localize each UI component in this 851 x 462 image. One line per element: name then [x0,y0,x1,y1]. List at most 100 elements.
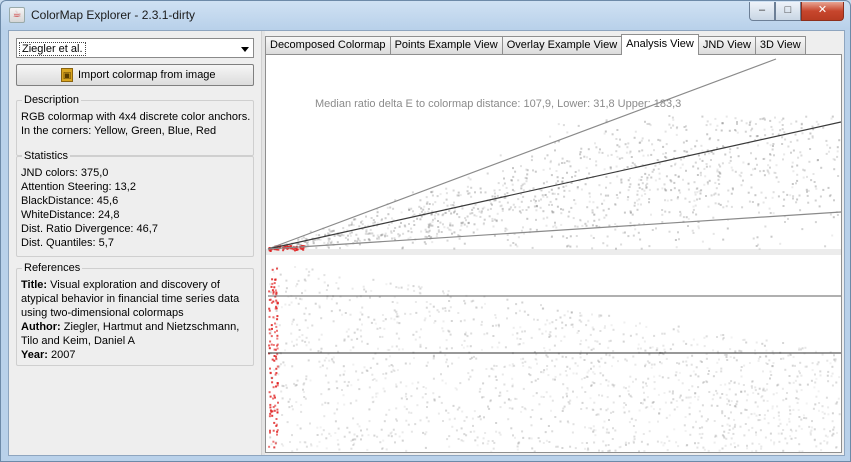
scatter-point [755,135,758,138]
scatter-point [637,203,640,206]
scatter-point [673,157,676,160]
scatter-point [578,319,581,322]
scatter-point [419,199,422,202]
scatter-point [771,148,774,151]
scatter-point [366,448,369,451]
scatter-point [479,187,482,190]
scatter-point [284,303,287,306]
tab-analysis-view[interactable]: Analysis View [621,34,699,55]
maximize-button[interactable]: □ [775,2,801,21]
scatter-point [297,239,300,242]
scatter-point [768,207,771,210]
scatter-point [494,192,496,195]
scatter-point [404,362,407,365]
scatter-point [734,446,737,449]
scatter-point [831,234,834,237]
outlier-point [294,247,297,250]
scatter-point [831,365,834,368]
scatter-point [675,400,678,402]
scatter-point [827,186,830,189]
scatter-point [495,422,498,424]
scatter-point [437,229,440,232]
scatter-point [473,430,476,433]
scatter-point [781,387,784,390]
scatter-point [489,399,492,402]
close-button[interactable]: ✕ [801,2,844,21]
scatter-point [424,211,427,214]
scatter-point [368,232,371,235]
scatter-point [526,217,529,220]
scatter-point [748,200,751,203]
split-pane-divider[interactable] [261,31,265,455]
scatter-point [572,372,575,375]
scatter-point [433,398,436,401]
scatter-point [549,334,552,337]
scatter-point [395,407,398,410]
scatter-point [697,227,700,230]
scatter-point [420,207,423,210]
analysis-scatter-plot [266,58,841,452]
colormap-select[interactable]: Ziegler et al. [16,38,254,58]
scatter-point [275,359,278,362]
scatter-point [701,149,704,152]
scatter-point [633,204,636,207]
scatter-point [496,194,499,197]
scatter-point [745,399,748,402]
scatter-point [545,193,547,196]
scatter-point [401,247,404,250]
scatter-point [719,172,722,175]
scatter-point [605,214,608,217]
import-colormap-button[interactable]: ▣ Import colormap from image [16,64,254,86]
scatter-point [593,213,596,216]
scatter-point [632,380,634,383]
scatter-point [549,161,552,164]
scatter-point [338,276,341,279]
tab-overlay-example-view[interactable]: Overlay Example View [501,36,623,55]
tab-points-example-view[interactable]: Points Example View [389,36,503,55]
scatter-point [316,426,319,429]
outlier-point [276,344,278,347]
scatter-point [607,154,609,157]
scatter-point [609,339,612,342]
scatter-point [269,291,272,294]
scatter-point [482,396,485,398]
scatter-point [798,348,801,351]
scatter-point [330,310,333,313]
tab-3d-view[interactable]: 3D View [754,36,806,55]
scatter-point [751,450,754,452]
scatter-point [760,445,763,448]
scatter-point [593,401,596,404]
scatter-point [610,153,613,156]
scatter-point [337,427,340,430]
scatter-point [295,384,298,386]
title-bar[interactable]: ☕ ColorMap Explorer - 2.3.1-dirty – □ ✕ [1,1,850,30]
scatter-point [805,417,808,420]
scatter-point [507,307,510,310]
scatter-point [479,418,482,421]
scatter-point [803,169,806,172]
scatter-point [388,365,391,368]
scatter-point [636,208,639,211]
tab-decomposed-colormap[interactable]: Decomposed Colormap [265,36,391,55]
scatter-point [457,194,460,197]
scatter-point [644,365,646,368]
scatter-point [600,357,603,360]
scatter-point [504,346,507,349]
scatter-point [458,237,461,240]
scatter-point [475,357,478,360]
scatter-point [310,443,312,446]
scatter-point [766,409,769,412]
scatter-point [637,347,640,350]
scatter-point [648,173,651,176]
outlier-point [269,367,271,370]
minimize-button[interactable]: – [749,2,775,21]
scatter-point [530,437,533,440]
scatter-point [270,329,272,332]
scatter-point [473,355,475,358]
scatter-point [656,347,659,350]
scatter-point [642,433,645,435]
tab-jnd-view[interactable]: JND View [697,36,756,55]
scatter-point [575,245,578,248]
scatter-point [562,396,564,399]
scatter-point [415,330,418,333]
